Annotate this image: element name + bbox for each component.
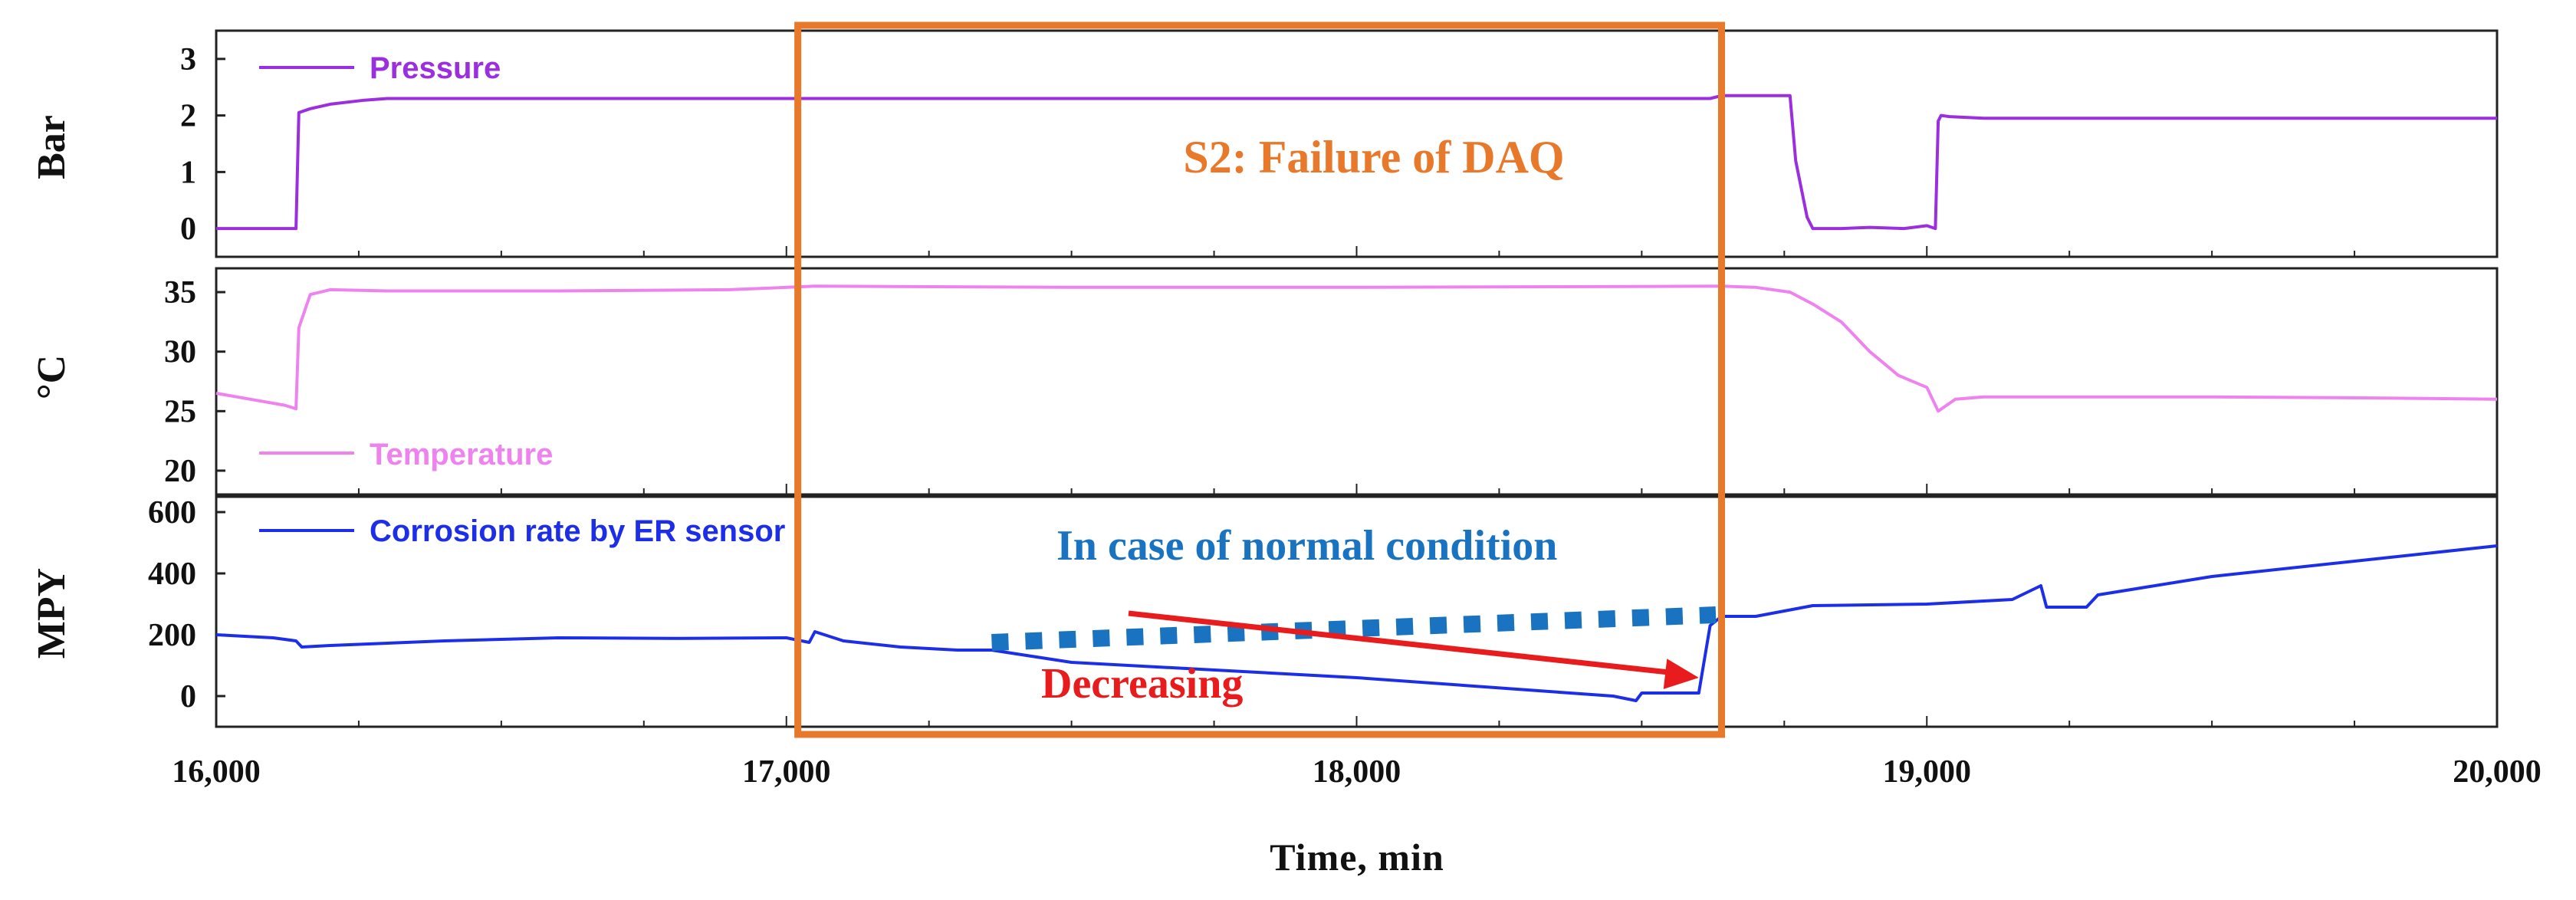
failure-box xyxy=(794,21,1725,738)
ylabel-corrosion: MPY xyxy=(30,568,74,659)
ytick-label: 30 xyxy=(164,335,196,370)
ytick-label: 200 xyxy=(148,618,196,653)
tick-layer: 0 1 2 3 20 25 30 35 0 200 400 600 16,000 17,000 18,000… xyxy=(148,42,2542,790)
legend-label-corrosion: Corrosion rate by ER sensor xyxy=(370,514,785,548)
ytick-label: 3 xyxy=(180,42,196,77)
xtick-label: 18,000 xyxy=(1313,754,1401,790)
series-line-temperature xyxy=(215,284,2498,413)
ytick-label: 2 xyxy=(180,99,196,134)
panel-temperature-frame xyxy=(215,267,2499,496)
ylabel-pressure: Bar xyxy=(30,115,74,179)
series-layer xyxy=(215,94,2498,702)
xtick-label: 17,000 xyxy=(742,754,831,790)
ytick-label: 1 xyxy=(180,155,196,190)
ytick-label: 600 xyxy=(148,495,196,530)
ytick-label: 0 xyxy=(180,212,196,247)
decreasing-arrow-shaft xyxy=(1128,610,1677,676)
series-line-corrosion xyxy=(215,544,2498,702)
annotation-layer xyxy=(794,21,1725,738)
ytick-label: 0 xyxy=(180,679,196,714)
decreasing-arrow-head xyxy=(1663,659,1699,689)
ytick-label: 20 xyxy=(164,454,196,489)
decreasing-label: Decreasing xyxy=(1041,660,1243,708)
xtick-label: 20,000 xyxy=(2453,754,2542,790)
xtick-label: 19,000 xyxy=(1883,754,1972,790)
ytick-label: 35 xyxy=(164,275,196,310)
ytick-label: 400 xyxy=(148,557,196,592)
normal-condition-label: In case of normal condition xyxy=(1056,522,1557,570)
ylabel-temperature: °C xyxy=(30,355,74,399)
x-axis-title: Time, min xyxy=(1270,836,1444,879)
series-line-pressure xyxy=(216,94,2497,231)
xtick-label: 16,000 xyxy=(172,754,261,790)
ytick-label: 25 xyxy=(164,394,196,429)
legend-label-temperature: Temperature xyxy=(370,438,553,471)
legend-label-pressure: Pressure xyxy=(370,51,501,85)
failure-box-title: S2: Failure of DAQ xyxy=(1183,132,1564,182)
